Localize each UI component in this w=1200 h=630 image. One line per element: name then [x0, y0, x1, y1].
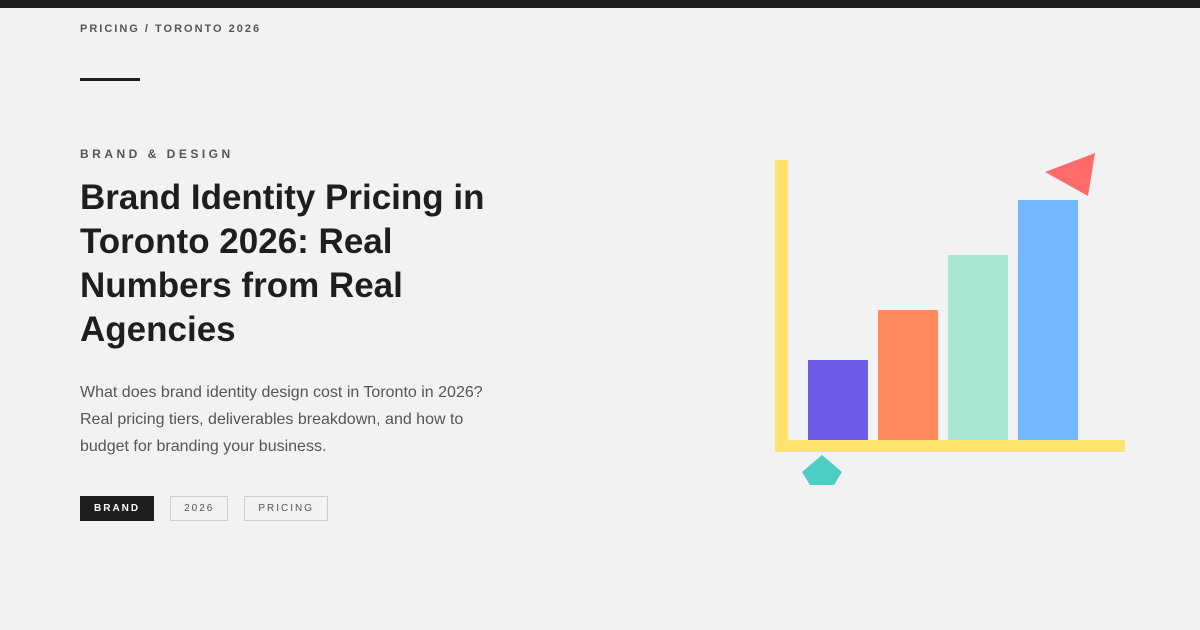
description: What does brand identity design cost in …: [80, 384, 483, 455]
axis: [775, 160, 788, 452]
decor-bar: [1018, 200, 1078, 440]
tag-list: BRAND 2026 PRICING: [80, 496, 329, 521]
triangle: [1045, 153, 1095, 196]
title: Brand Identity Pricing in Toronto 2026: …: [80, 178, 485, 349]
decor-bar: [948, 255, 1008, 440]
decor-bar: [878, 310, 938, 440]
tag[interactable]: PRICING: [244, 496, 329, 521]
divider: [80, 78, 140, 81]
decor-bar: [808, 360, 868, 440]
breadcrumb: PRICING / TORONTO 2026: [80, 23, 262, 35]
axis: [775, 440, 1125, 452]
top-bar: [0, 0, 1200, 8]
category: BRAND & DESIGN: [80, 147, 234, 161]
diamond: [802, 455, 842, 485]
tag[interactable]: BRAND: [80, 496, 155, 521]
tag[interactable]: 2026: [170, 496, 229, 521]
